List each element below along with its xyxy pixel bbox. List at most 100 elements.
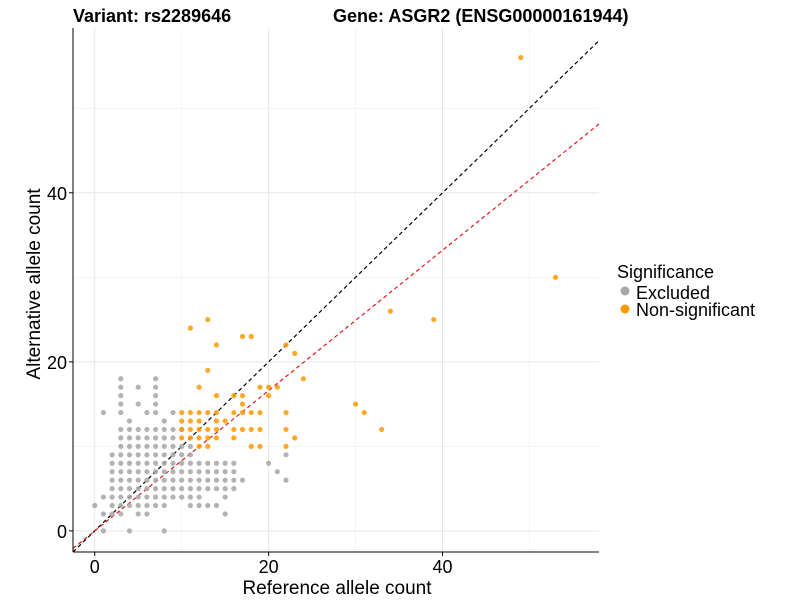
point-non-significant: [179, 409, 185, 416]
point-excluded: [231, 486, 237, 492]
point-excluded: [144, 502, 150, 509]
point-excluded: [135, 502, 141, 509]
point-excluded: [161, 443, 167, 449]
point-excluded: [187, 477, 193, 483]
identity-line: [72, 40, 600, 553]
point-non-significant: [292, 350, 298, 356]
point-non-significant: [231, 435, 237, 441]
point-excluded: [152, 426, 159, 433]
point-excluded: [213, 486, 220, 492]
point-excluded: [152, 401, 159, 407]
point-excluded: [126, 477, 133, 483]
point-excluded: [187, 494, 193, 500]
point-non-significant: [231, 409, 237, 416]
point-excluded: [135, 435, 141, 441]
point-excluded: [100, 511, 107, 517]
point-non-significant: [283, 409, 289, 416]
point-excluded: [109, 502, 115, 509]
point-non-significant: [266, 384, 272, 390]
point-excluded: [170, 469, 176, 475]
point-non-significant: [196, 426, 202, 433]
point-excluded: [135, 443, 141, 449]
point-excluded: [152, 477, 159, 483]
point-non-significant: [213, 409, 220, 416]
point-excluded: [118, 511, 124, 517]
point-excluded: [135, 460, 141, 466]
point-non-significant: [379, 426, 385, 433]
point-excluded: [179, 460, 185, 466]
point-excluded: [231, 469, 237, 475]
point-excluded: [161, 469, 167, 475]
point-excluded: [126, 502, 133, 509]
data-points: [92, 54, 559, 534]
point-non-significant: [239, 409, 246, 416]
point-excluded: [196, 469, 202, 475]
point-non-significant: [187, 418, 193, 424]
point-excluded: [109, 469, 115, 475]
point-excluded: [179, 443, 185, 449]
point-non-significant: [518, 54, 524, 61]
point-non-significant: [352, 401, 359, 407]
point-non-significant: [179, 418, 185, 424]
point-excluded: [161, 460, 167, 466]
point-excluded: [118, 502, 124, 509]
point-excluded: [152, 460, 159, 466]
point-excluded: [135, 384, 141, 390]
point-excluded: [118, 469, 124, 475]
point-excluded: [144, 452, 150, 458]
point-excluded: [222, 469, 228, 475]
y-axis-title: Alternative allele count: [24, 188, 45, 380]
legend-swatch-non-significant: [620, 304, 630, 314]
point-excluded: [144, 477, 150, 483]
point-excluded: [213, 502, 220, 509]
point-excluded: [187, 452, 193, 458]
fitted-ratio-line: [72, 123, 600, 549]
point-non-significant: [196, 409, 202, 416]
point-excluded: [135, 494, 141, 500]
point-non-significant: [257, 426, 263, 433]
point-non-significant: [196, 418, 202, 424]
point-excluded: [179, 494, 185, 500]
point-excluded: [222, 477, 228, 483]
point-excluded: [239, 477, 246, 483]
point-non-significant: [239, 426, 246, 433]
point-excluded: [231, 477, 237, 483]
point-non-significant: [213, 435, 220, 441]
point-excluded: [161, 494, 167, 500]
point-excluded: [135, 469, 141, 475]
reference-lines: [72, 40, 600, 553]
chart-title-variant: Variant: rs2289646: [73, 6, 231, 26]
point-excluded: [126, 469, 133, 475]
point-excluded: [222, 511, 228, 517]
point-excluded: [283, 477, 289, 483]
point-non-significant: [231, 426, 237, 433]
point-excluded: [118, 452, 124, 458]
point-non-significant: [283, 426, 289, 433]
point-excluded: [283, 452, 289, 458]
point-excluded: [118, 401, 124, 407]
point-excluded: [144, 469, 150, 475]
point-excluded: [126, 494, 133, 500]
point-excluded: [170, 443, 176, 449]
point-non-significant: [239, 401, 246, 407]
point-excluded: [179, 477, 185, 483]
point-excluded: [187, 502, 193, 509]
point-excluded: [118, 486, 124, 492]
point-excluded: [144, 511, 150, 517]
point-excluded: [161, 435, 167, 441]
point-excluded: [92, 502, 98, 509]
point-excluded: [126, 460, 133, 466]
point-non-significant: [387, 308, 393, 314]
point-excluded: [109, 494, 115, 500]
point-non-significant: [266, 393, 272, 399]
point-non-significant: [213, 393, 220, 399]
chart-title-gene: Gene: ASGR2 (ENSG00000161944): [333, 6, 628, 26]
point-excluded: [152, 469, 159, 475]
point-excluded: [126, 452, 133, 458]
point-excluded: [179, 469, 185, 475]
point-excluded: [118, 460, 124, 466]
point-excluded: [161, 418, 167, 424]
point-non-significant: [187, 325, 193, 331]
point-excluded: [135, 401, 141, 407]
